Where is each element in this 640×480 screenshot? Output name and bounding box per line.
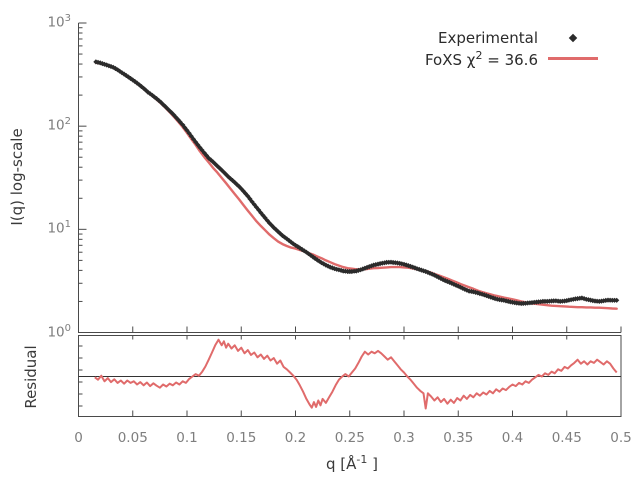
fit-line-sample-icon xyxy=(548,57,598,60)
diamond-marker-icon xyxy=(568,33,578,42)
y-tick-label: 100 xyxy=(47,322,71,341)
experimental-series xyxy=(93,59,620,307)
x-axis-title-exponent: -1 xyxy=(356,453,368,466)
y-axis-title-main: I(q) log-scale xyxy=(8,128,26,226)
x-tick-label: 0.35 xyxy=(443,430,474,446)
x-tick-label: 0.25 xyxy=(334,430,365,446)
x-tick-label: 0 xyxy=(74,430,83,446)
legend-label-experimental: Experimental xyxy=(437,28,538,47)
legend-chi-exponent: 2 xyxy=(475,48,483,62)
x-tick-label: 0.1 xyxy=(176,430,198,446)
x-tick-label: 0.4 xyxy=(501,430,524,446)
legend-row-experimental: Experimental xyxy=(320,27,600,48)
x-axis-title-suffix: ] xyxy=(367,455,378,473)
legend-row-foxs: FoXS χ2 = 36.6 xyxy=(320,48,600,69)
legend-foxs-text: FoXS χ xyxy=(424,50,476,69)
legend: Experimental FoXS χ2 = 36.6 xyxy=(320,27,600,69)
y-tick-label: 102 xyxy=(47,116,71,134)
x-axis-title-text: q [Å xyxy=(326,455,357,473)
x-tick-label: 0.5 xyxy=(610,430,632,446)
x-axis-title: q [Å-1 ] xyxy=(326,453,378,473)
legend-foxs-value: = 36.6 xyxy=(482,50,538,69)
axes xyxy=(78,22,622,417)
x-tick-label: 0.3 xyxy=(393,430,415,446)
x-tick-label: 0.2 xyxy=(284,430,307,446)
y-tick-label: 101 xyxy=(47,219,71,237)
legend-label-foxs: FoXS χ2 = 36.6 xyxy=(320,49,538,69)
legend-sample-foxs xyxy=(546,57,600,60)
x-tick-label: 0.05 xyxy=(117,430,148,446)
x-tick-label: 0.45 xyxy=(551,430,582,446)
y-axis-title-residual: Residual xyxy=(22,345,40,409)
residual-trace xyxy=(94,338,618,410)
x-tick-label: 0.15 xyxy=(226,430,257,446)
legend-sample-experimental xyxy=(546,33,600,42)
y-tick-label: 103 xyxy=(47,13,71,31)
